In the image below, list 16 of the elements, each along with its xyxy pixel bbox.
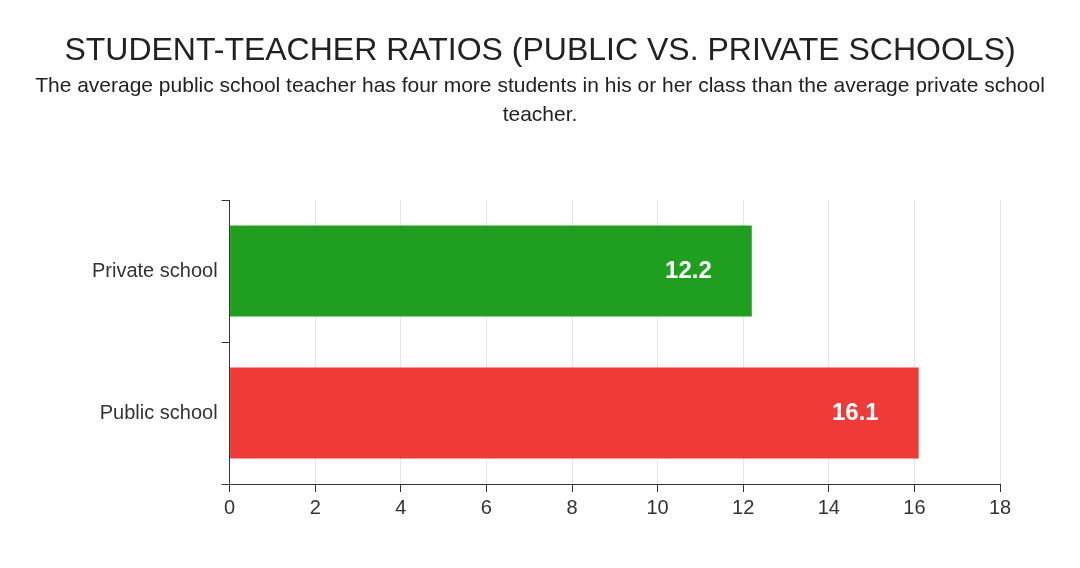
chart-title: STUDENT-TEACHER RATIOS (PUBLIC VS. PRIVATE SCHOOLS) <box>63 30 1017 68</box>
data-label: 16.1 <box>831 397 879 425</box>
chart-subtitle: The average public school teacher has four more students in his or her class than the average private school teacher. <box>35 72 1045 127</box>
y-tick-label: Private school <box>91 258 218 281</box>
x-tick-label: 10 <box>646 495 669 518</box>
x-tick-label: 18 <box>988 495 1012 518</box>
x-tick-label: 14 <box>817 495 840 518</box>
x-tick-label: 16 <box>903 495 926 518</box>
y-tick-label: Public school <box>99 400 218 423</box>
x-tick-label: 2 <box>309 495 321 518</box>
data-label: 12.2 <box>665 255 712 283</box>
x-tick-label: 6 <box>480 495 492 518</box>
x-tick-label: 12 <box>732 495 755 518</box>
x-tick-label: 4 <box>395 495 407 518</box>
x-tick-label: 0 <box>224 495 236 518</box>
x-tick-label: 8 <box>566 495 578 518</box>
